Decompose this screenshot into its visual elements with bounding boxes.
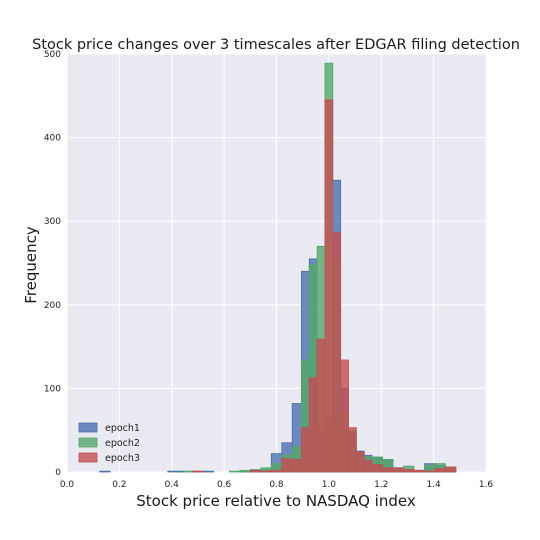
y-tick-label: 200 <box>44 301 61 311</box>
y-tick-label: 100 <box>44 384 61 394</box>
histogram-bar-epoch2 <box>228 470 241 473</box>
x-tick-label: 0.6 <box>217 480 232 490</box>
series-epoch3 <box>192 99 457 473</box>
histogram-bar-epoch3 <box>434 468 446 473</box>
histogram-bar-epoch3 <box>249 469 262 473</box>
legend-label: epoch3 <box>105 453 140 464</box>
histogram-bar-epoch3 <box>348 427 357 473</box>
histogram-bar-epoch3 <box>382 467 394 473</box>
histogram-bar-epoch3 <box>300 427 310 473</box>
histogram-bar-epoch1 <box>167 470 179 473</box>
histogram-bar-epoch3 <box>424 470 436 473</box>
legend-swatch <box>78 422 98 433</box>
x-axis-label: Stock price relative to NASDAQ index <box>136 492 416 510</box>
x-tick-label: 1.6 <box>479 480 494 490</box>
histogram-bar-epoch3 <box>340 359 349 473</box>
histogram-bar-epoch3 <box>332 232 342 473</box>
histogram-bar-epoch3 <box>355 451 365 473</box>
y-axis-label: Frequency <box>22 226 40 304</box>
y-axis-ticks: 0 100 200 300 400 500 <box>44 50 61 478</box>
histogram-bar-epoch3 <box>445 466 457 473</box>
histogram-bar-epoch3 <box>308 377 318 473</box>
histogram-bar-epoch3 <box>392 467 404 473</box>
y-tick-label: 500 <box>44 50 61 60</box>
histogram-bar-epoch3 <box>192 470 204 473</box>
x-tick-label: 1.2 <box>374 480 388 490</box>
histogram-bar-epoch3 <box>324 99 334 473</box>
chart-title: Stock price changes over 3 timescales af… <box>32 37 520 53</box>
legend-swatch <box>78 452 98 463</box>
histogram-bar-epoch3 <box>403 469 415 473</box>
histogram-bar-epoch1 <box>202 470 215 473</box>
y-tick-label: 400 <box>44 134 61 144</box>
legend-swatch <box>78 437 98 448</box>
histogram-bar-epoch3 <box>413 469 425 473</box>
legend-label: epoch2 <box>105 438 140 449</box>
histogram-bar-epoch3 <box>281 458 293 473</box>
histogram-bar-epoch3 <box>270 469 283 473</box>
x-tick-label: 0.0 <box>60 480 75 490</box>
histogram-bar-epoch3 <box>260 470 272 473</box>
histogram-bar-epoch2 <box>239 469 251 473</box>
x-tick-label: 1.0 <box>322 480 337 490</box>
histogram-bar-epoch3 <box>316 338 326 473</box>
histogram-bar-epoch3 <box>363 459 373 473</box>
y-tick-label: 0 <box>55 468 61 478</box>
y-tick-label: 300 <box>44 217 61 227</box>
histogram-bars <box>99 62 457 473</box>
legend: epoch1 epoch2 epoch3 <box>78 422 140 464</box>
x-tick-label: 0.4 <box>165 480 180 490</box>
x-tick-label: 0.8 <box>269 480 284 490</box>
legend-label: epoch1 <box>105 423 140 434</box>
x-axis-ticks: 0.0 0.2 0.4 0.6 0.8 1.0 1.2 1.4 1.6 <box>60 480 494 490</box>
x-tick-label: 1.4 <box>426 480 441 490</box>
histogram-bar-epoch1 <box>99 470 111 473</box>
histogram-bar-epoch3 <box>371 464 383 473</box>
histogram-bar-epoch3 <box>291 459 302 473</box>
x-tick-label: 0.2 <box>112 480 126 490</box>
